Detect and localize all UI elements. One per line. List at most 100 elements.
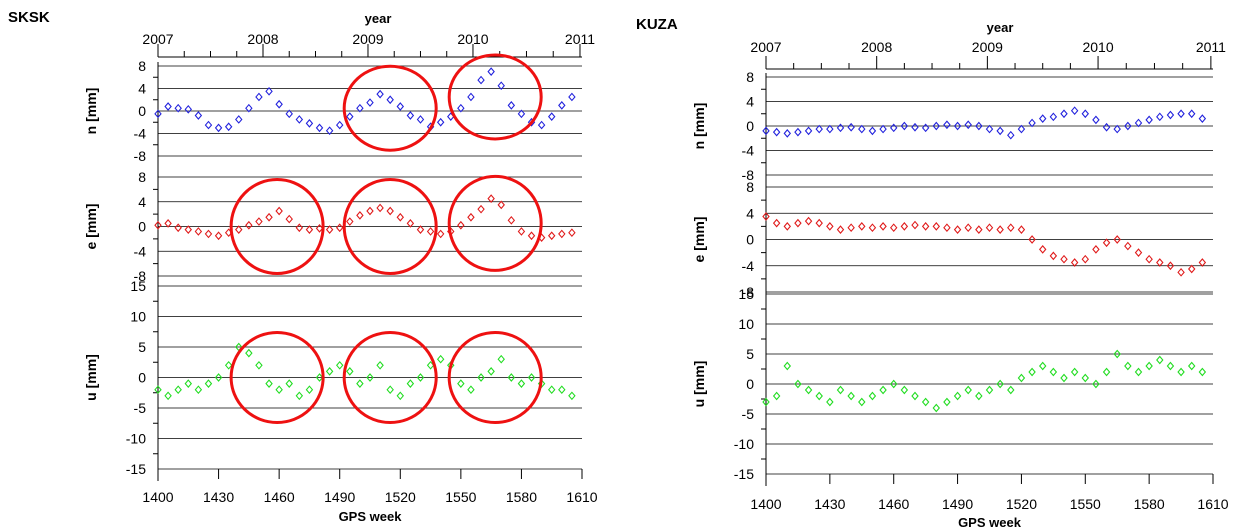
x-tick-label: 1460 — [878, 496, 909, 512]
x-tick-label: 1610 — [566, 489, 597, 505]
data-point — [436, 354, 445, 364]
data-point — [815, 124, 823, 134]
data-point — [386, 95, 394, 105]
data-point — [1145, 115, 1153, 125]
data-point — [154, 220, 162, 230]
y-axis-label: e [mm] — [691, 217, 707, 263]
y-tick-label: 8 — [138, 58, 146, 74]
data-point — [396, 102, 405, 111]
data-point — [847, 223, 855, 233]
data-point — [467, 212, 475, 222]
data-point — [985, 223, 994, 233]
data-point — [558, 229, 566, 239]
data-point — [376, 203, 384, 213]
data-point — [1113, 349, 1121, 359]
data-point — [847, 391, 855, 401]
data-point — [487, 67, 495, 76]
data-point — [558, 385, 566, 395]
data-point — [1017, 124, 1026, 134]
data-point — [815, 391, 823, 401]
data-point — [1081, 109, 1090, 119]
data-point — [804, 385, 813, 395]
data-point — [224, 360, 233, 370]
data-point — [457, 103, 465, 113]
data-point — [325, 225, 334, 234]
y-tick-label: -8 — [134, 148, 147, 164]
y-tick-label: -4 — [742, 143, 755, 159]
data-point — [396, 212, 405, 222]
data-point — [783, 361, 792, 371]
x-axis-label: GPS week — [339, 509, 403, 524]
highlight-circle — [342, 64, 438, 152]
data-point — [174, 223, 182, 233]
data-point — [507, 101, 516, 110]
y-tick-label: -10 — [126, 431, 146, 447]
data-point — [1007, 130, 1015, 140]
data-point — [921, 397, 930, 407]
data-point — [547, 231, 556, 241]
subplot-u: -15 -10 -5 0 5 10 15 u [mm] — [691, 286, 1213, 482]
y-tick-label: -10 — [734, 436, 754, 452]
data-point — [204, 120, 213, 130]
data-point — [275, 99, 283, 109]
y-tick-label: 8 — [746, 179, 754, 195]
data-point — [772, 218, 781, 228]
data-point — [416, 115, 425, 124]
y-tick-label: 4 — [138, 81, 146, 97]
year-tick-label: 2009 — [972, 39, 1003, 55]
data-point — [366, 98, 374, 107]
data-point — [164, 391, 172, 401]
data-point — [507, 373, 516, 382]
data-point — [1049, 367, 1058, 377]
y-axis-label: n [mm] — [83, 88, 99, 135]
data-point — [911, 391, 919, 401]
x-tick-label: 1490 — [324, 489, 355, 505]
data-point — [836, 123, 845, 133]
data-point — [1038, 361, 1047, 371]
data-point — [826, 397, 834, 407]
data-point — [366, 373, 374, 382]
data-point — [911, 220, 919, 230]
station-title: KUZA — [636, 16, 678, 33]
data-point — [762, 212, 770, 221]
data-point — [265, 86, 273, 96]
data-point — [953, 121, 962, 131]
top-axis-label: year — [365, 11, 392, 26]
y-tick-label: 15 — [738, 286, 754, 302]
data-point — [335, 223, 344, 233]
data-point — [1113, 124, 1121, 134]
data-point — [1038, 244, 1047, 254]
data-point — [1124, 241, 1132, 251]
panel-sksk: SKSK year 2007 2008 2009 2010 2011 -8 -4 0 4 8 n [mm… — [8, 9, 598, 524]
data-point — [772, 391, 781, 401]
highlight-circle — [447, 331, 543, 424]
data-point — [1145, 361, 1153, 371]
data-point — [943, 397, 951, 407]
data-point — [315, 224, 324, 233]
year-tick-label: 2007 — [750, 39, 781, 55]
data-point — [214, 123, 223, 133]
data-point — [1070, 106, 1079, 116]
data-point — [879, 222, 887, 231]
data-point — [547, 385, 556, 395]
data-point — [1198, 258, 1207, 267]
data-point — [1198, 367, 1207, 377]
data-point — [558, 101, 566, 110]
data-point — [943, 120, 951, 130]
data-point — [1102, 367, 1111, 377]
data-point — [772, 127, 781, 137]
data-point — [1007, 385, 1015, 395]
data-point — [184, 225, 193, 234]
data-point — [325, 367, 334, 376]
data-point — [804, 216, 813, 226]
y-axis-label: u [mm] — [83, 354, 99, 401]
data-point — [295, 391, 304, 401]
y-tick-label: 0 — [746, 118, 754, 134]
data-point — [154, 109, 162, 119]
data-point — [889, 223, 898, 233]
data-point — [858, 397, 866, 407]
y-tick-label: 8 — [138, 169, 146, 185]
data-point — [1102, 122, 1111, 132]
data-point — [1113, 235, 1121, 244]
data-point — [457, 220, 465, 230]
